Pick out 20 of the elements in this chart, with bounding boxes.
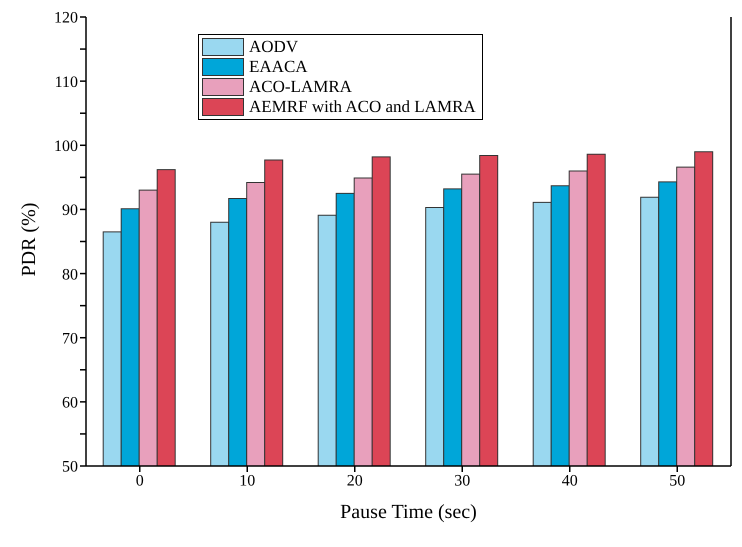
legend-label: AEMRF with ACO and LAMRA bbox=[249, 97, 476, 117]
legend-label: EAACA bbox=[249, 57, 308, 77]
y-tick-label: 50 bbox=[62, 458, 78, 476]
x-axis-title: Pause Time (sec) bbox=[340, 501, 477, 523]
x-tick-label: 20 bbox=[346, 472, 363, 490]
y-tick-label: 120 bbox=[54, 10, 78, 27]
y-tick-label: 80 bbox=[62, 266, 78, 284]
x-tick-label: 10 bbox=[239, 472, 256, 490]
legend-label: AODV bbox=[249, 37, 298, 57]
y-tick-label: 100 bbox=[54, 138, 78, 155]
y-tick-label: 70 bbox=[62, 330, 78, 348]
y-axis-title: PDR (%) bbox=[18, 202, 40, 276]
x-tick-label: 50 bbox=[669, 472, 686, 490]
legend-label: ACO-LAMRA bbox=[249, 77, 352, 97]
x-tick-label: 40 bbox=[562, 472, 578, 490]
y-tick-label: 60 bbox=[62, 394, 78, 412]
x-tick-label: 0 bbox=[136, 472, 144, 490]
y-tick-label: 110 bbox=[54, 74, 78, 91]
x-tick-label: 30 bbox=[454, 472, 470, 490]
y-tick-label: 90 bbox=[62, 202, 78, 220]
